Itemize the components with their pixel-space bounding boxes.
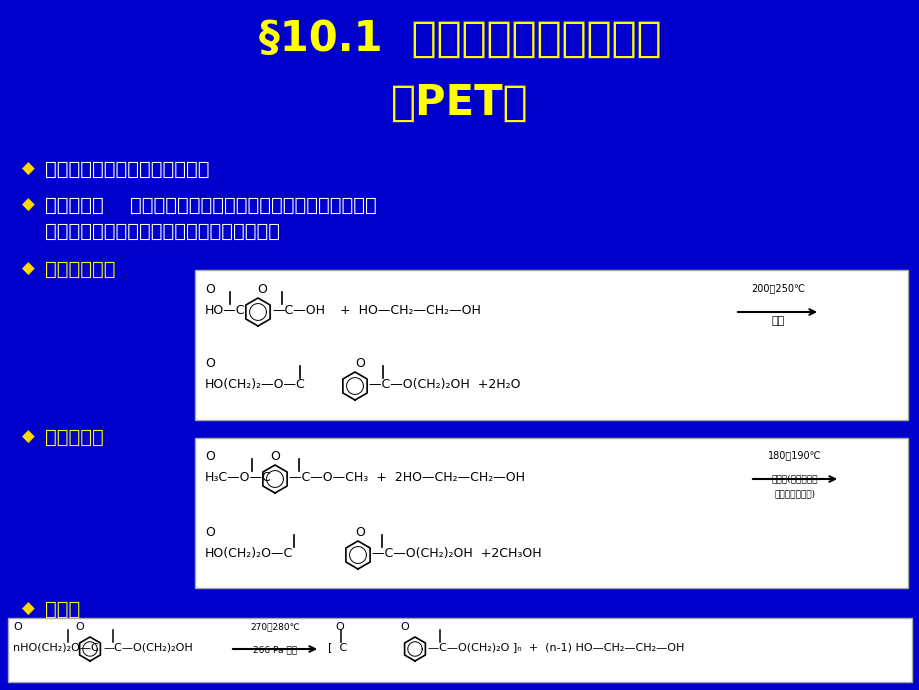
Text: O: O — [75, 622, 84, 632]
Text: 采用直接酯化法或酯交换法两种方法先制得对苯: 采用直接酯化法或酯交换法两种方法先制得对苯 — [130, 196, 377, 215]
Text: H₃C—O—C: H₃C—O—C — [205, 471, 271, 484]
Text: 270～280℃: 270～280℃ — [250, 622, 300, 631]
Text: （PET）: （PET） — [391, 82, 528, 124]
Text: O: O — [400, 622, 408, 632]
Text: —C—OH: —C—OH — [272, 304, 324, 317]
Text: [  C: [ C — [328, 642, 346, 652]
Text: 200～250℃: 200～250℃ — [750, 283, 804, 293]
Text: —C—O—CH₃  +  2HO—CH₂—CH₂—OH: —C—O—CH₃ + 2HO—CH₂—CH₂—OH — [289, 471, 525, 484]
Text: 对苯二甲酸与乙二醇的缩聚产物: 对苯二甲酸与乙二醇的缩聚产物 — [45, 160, 210, 179]
Text: —C—O(CH₂)₂O ]ₙ  +  (n-1) HO—CH₂—CH₂—OH: —C—O(CH₂)₂O ]ₙ + (n-1) HO—CH₂—CH₂—OH — [427, 642, 684, 652]
Text: O: O — [355, 526, 365, 539]
Bar — [195, 270, 907, 420]
Text: 酯交换法：: 酯交换法： — [45, 428, 104, 447]
Text: 266 Pa 真空: 266 Pa 真空 — [253, 645, 297, 654]
Text: 缩聚：: 缩聚： — [45, 600, 80, 619]
Text: O: O — [205, 526, 215, 539]
Text: O: O — [205, 283, 215, 296]
Text: ◆: ◆ — [22, 260, 35, 278]
Text: O: O — [335, 622, 344, 632]
Text: —C—O(CH₂)₂OH: —C—O(CH₂)₂OH — [103, 642, 193, 652]
Text: —C—O(CH₂)₂OH  +2CH₃OH: —C—O(CH₂)₂OH +2CH₃OH — [371, 547, 541, 560]
Bar — [195, 438, 907, 588]
Text: 180～190℃: 180～190℃ — [767, 450, 821, 460]
Text: HO—C: HO—C — [205, 304, 245, 317]
Text: ◆: ◆ — [22, 196, 35, 214]
Text: O: O — [205, 357, 215, 370]
Text: ◆: ◆ — [22, 600, 35, 618]
Text: 二甲酸双羟乙酯，再使后者缩聚得到聚合物。: 二甲酸双羟乙酯，再使后者缩聚得到聚合物。 — [45, 222, 279, 241]
Text: 脱甲醇(需醋酸盐与: 脱甲醇(需醋酸盐与 — [771, 474, 817, 483]
Text: O: O — [205, 450, 215, 463]
Text: O: O — [269, 450, 279, 463]
Text: HO(CH₂)₂O—C: HO(CH₂)₂O—C — [205, 547, 293, 560]
Text: 直接酯化法：: 直接酯化法： — [45, 260, 116, 279]
Text: ◆: ◆ — [22, 428, 35, 446]
Text: O: O — [13, 622, 22, 632]
Text: ◆: ◆ — [22, 160, 35, 178]
Text: O: O — [256, 283, 267, 296]
Text: O: O — [355, 357, 365, 370]
Text: 脱水: 脱水 — [770, 316, 784, 326]
Text: nHO(CH₂)₂O—C: nHO(CH₂)₂O—C — [13, 642, 98, 652]
Text: §10.1  聚对苯二甲酸乙二醇酩: §10.1 聚对苯二甲酸乙二醇酩 — [258, 18, 661, 60]
Text: —C—O(CH₂)₂OH  +2H₂O: —C—O(CH₂)₂OH +2H₂O — [369, 378, 520, 391]
Bar — [8, 618, 911, 682]
Text: 三氧化二锑催化): 三氧化二锑催化) — [774, 489, 814, 498]
Text: 制备方法：: 制备方法： — [45, 196, 104, 215]
Text: +  HO—CH₂—CH₂—OH: + HO—CH₂—CH₂—OH — [340, 304, 481, 317]
Text: HO(CH₂)₂—O—C: HO(CH₂)₂—O—C — [205, 378, 305, 391]
